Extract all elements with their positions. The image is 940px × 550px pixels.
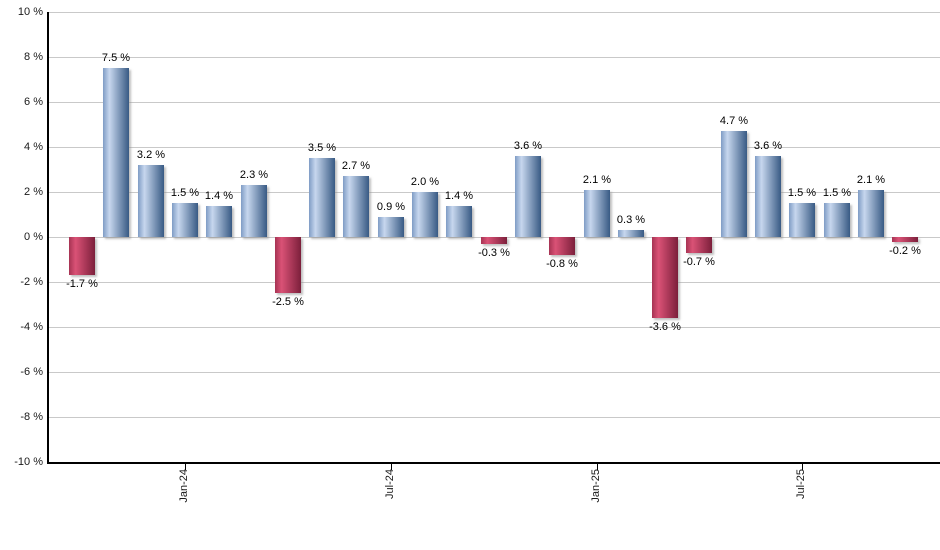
gridline <box>49 417 940 418</box>
y-axis-tick-label: 4 % <box>24 141 43 153</box>
bar-positive <box>824 203 850 237</box>
bar-negative <box>275 237 301 293</box>
bar-negative <box>549 237 575 255</box>
x-axis-tick-label: Jul-25 <box>795 469 807 499</box>
bar-value-label: 3.5 % <box>307 142 337 154</box>
y-axis-tick-label: -6 % <box>20 366 43 378</box>
bar-positive <box>412 192 438 237</box>
gridline <box>49 372 940 373</box>
bar-positive <box>206 206 232 237</box>
bar-negative <box>892 237 918 242</box>
y-axis-tick-label: 8 % <box>24 51 43 63</box>
x-axis-tick <box>391 464 392 470</box>
bar-value-label: -2.5 % <box>272 296 304 308</box>
bar-value-label: 7.5 % <box>101 52 131 64</box>
bar-positive <box>618 230 644 237</box>
x-axis-tick-label: Jul-24 <box>384 469 396 499</box>
bar-value-label: 2.1 % <box>856 174 886 186</box>
bar-positive <box>343 176 369 237</box>
y-axis-tick-label: -4 % <box>20 321 43 333</box>
bar-value-label: -0.3 % <box>478 247 510 259</box>
x-axis-tick <box>802 464 803 470</box>
bar-negative <box>69 237 95 275</box>
bar-value-label: 2.0 % <box>410 176 440 188</box>
y-axis-line <box>47 12 49 464</box>
bar-value-label: 1.5 % <box>787 187 817 199</box>
bar-positive <box>446 206 472 237</box>
bar-value-label: -3.6 % <box>649 321 681 333</box>
y-axis-tick-label: 6 % <box>24 96 43 108</box>
bar-positive <box>721 131 747 237</box>
x-axis-tick <box>185 464 186 470</box>
bar-positive <box>172 203 198 237</box>
bar-positive <box>241 185 267 237</box>
bar-positive <box>584 190 610 237</box>
bar-value-label: 3.6 % <box>753 140 783 152</box>
bar-positive <box>789 203 815 237</box>
y-axis-tick-label: -10 % <box>14 456 43 468</box>
bar-positive <box>138 165 164 237</box>
bar-positive <box>515 156 541 237</box>
bar-value-label: 0.3 % <box>616 214 646 226</box>
y-axis-tick-label: 10 % <box>17 6 43 18</box>
bar-negative <box>686 237 712 253</box>
y-axis-tick-label: 0 % <box>24 231 43 243</box>
bar-value-label: 3.2 % <box>136 149 166 161</box>
gridline <box>49 102 940 103</box>
x-axis-tick <box>597 464 598 470</box>
bar-value-label: 2.3 % <box>239 169 269 181</box>
bar-value-label: -0.2 % <box>889 245 921 257</box>
bar-value-label: 2.7 % <box>341 160 371 172</box>
gridline <box>49 57 940 58</box>
bar-value-label: -1.7 % <box>66 278 98 290</box>
bar-positive <box>755 156 781 237</box>
y-axis-tick-label: -2 % <box>20 276 43 288</box>
bar-negative <box>481 237 507 244</box>
bar-value-label: 3.6 % <box>513 140 543 152</box>
x-axis-tick-label: Jan-24 <box>178 469 190 503</box>
gridline <box>49 282 940 283</box>
bar-value-label: 1.5 % <box>822 187 852 199</box>
bar-value-label: 1.5 % <box>170 187 200 199</box>
gridline <box>49 327 940 328</box>
gridline <box>49 192 940 193</box>
bar-value-label: -0.7 % <box>683 256 715 268</box>
bar-positive <box>309 158 335 237</box>
gridline <box>49 12 940 13</box>
bar-negative <box>652 237 678 318</box>
y-axis-tick-label: -8 % <box>20 411 43 423</box>
bar-value-label: 1.4 % <box>204 190 234 202</box>
x-axis-line <box>47 462 940 464</box>
gridline <box>49 147 940 148</box>
bar-value-label: 0.9 % <box>376 201 406 213</box>
bar-positive <box>378 217 404 237</box>
bar-value-label: -0.8 % <box>546 258 578 270</box>
bar-value-label: 1.4 % <box>444 190 474 202</box>
bar-value-label: 4.7 % <box>719 115 749 127</box>
bar-positive <box>858 190 884 237</box>
x-axis-tick-label: Jan-25 <box>590 469 602 503</box>
bar-positive <box>103 68 129 237</box>
bar-value-label: 2.1 % <box>582 174 612 186</box>
y-axis-tick-label: 2 % <box>24 186 43 198</box>
